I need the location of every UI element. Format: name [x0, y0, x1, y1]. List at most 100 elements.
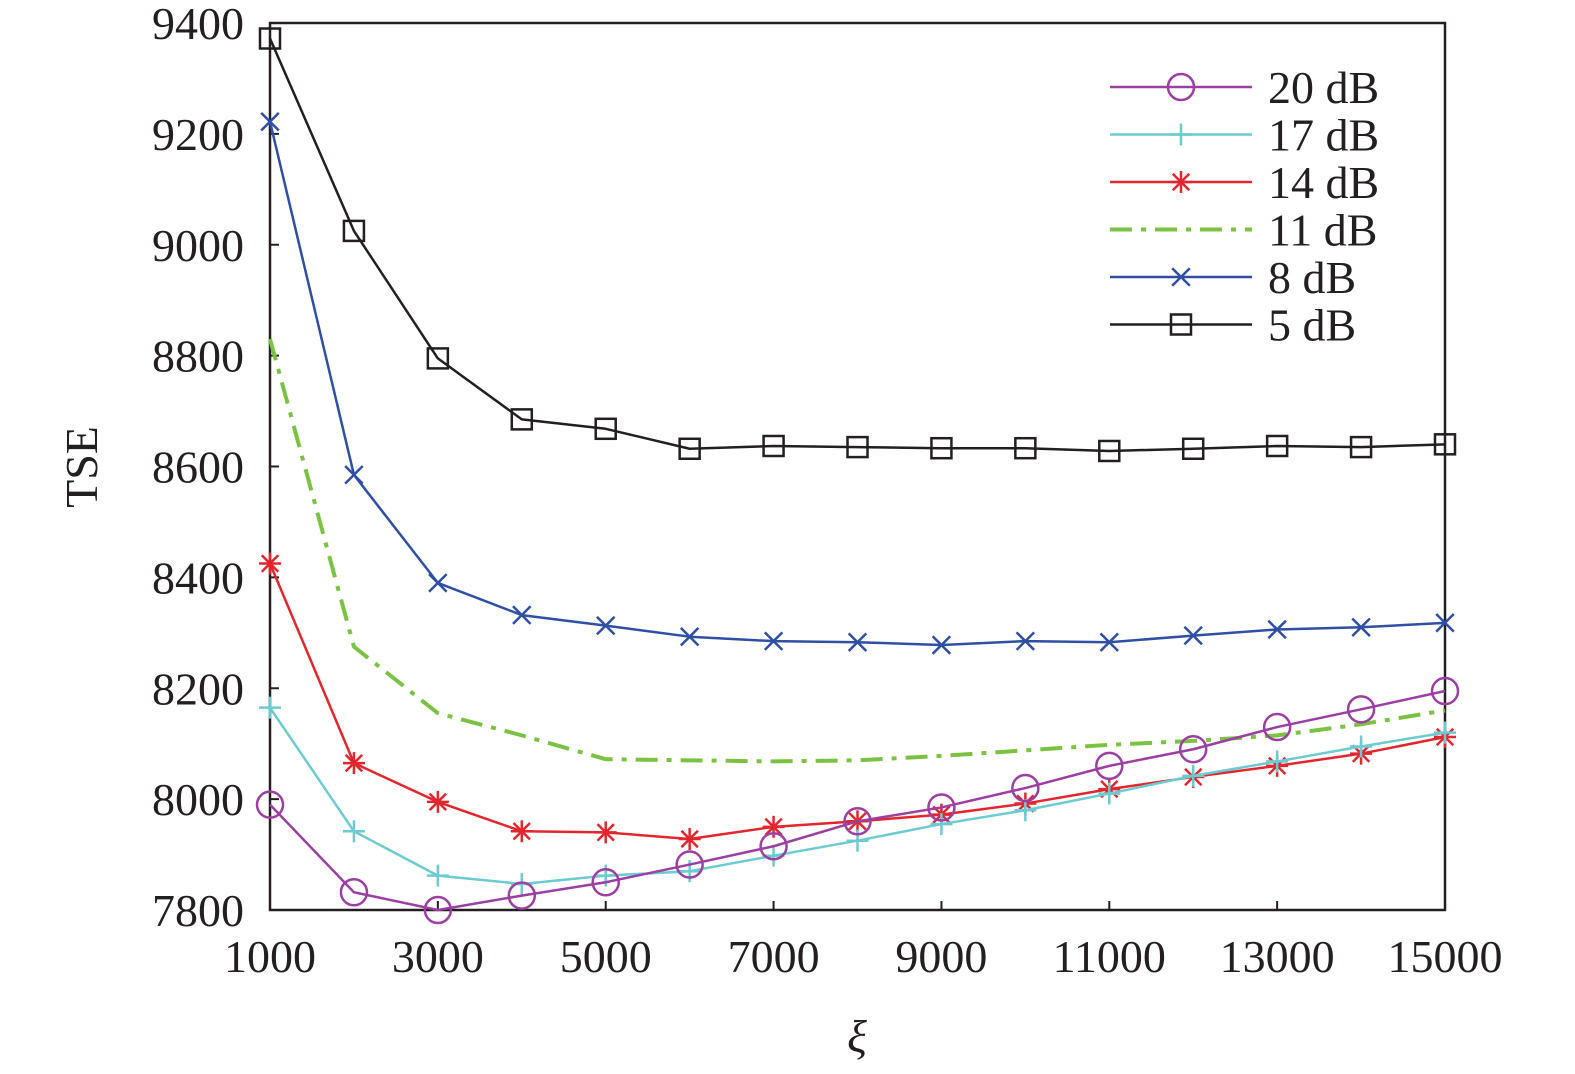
x-marker	[596, 615, 616, 636]
circle-marker	[591, 868, 620, 897]
asterisk-marker	[510, 820, 533, 843]
legend-label: 20 dB	[1268, 62, 1379, 113]
circle-marker	[927, 793, 956, 822]
y-axis-label: TSE	[56, 426, 107, 508]
y-tick-label: 8000	[152, 774, 244, 825]
series-5-db	[258, 27, 1457, 463]
x-marker	[1015, 631, 1036, 651]
legend-label: 8 dB	[1268, 252, 1356, 303]
x-marker	[847, 632, 868, 652]
square-marker	[1265, 434, 1289, 458]
series-line	[268, 563, 1446, 841]
legend-item: 11 dB	[1110, 205, 1377, 256]
series-line	[269, 689, 1446, 912]
x-marker	[344, 465, 364, 485]
square-marker	[594, 417, 617, 441]
square-marker	[1433, 433, 1457, 456]
x-marker	[1267, 619, 1287, 640]
legend-label: 17 dB	[1268, 110, 1379, 161]
circle-marker	[255, 790, 285, 819]
legend-item: 20 dB	[1110, 62, 1379, 113]
plus-marker	[1014, 799, 1037, 822]
x-tick-label: 15000	[1388, 931, 1503, 982]
square-marker	[1349, 435, 1373, 459]
y-tick-label: 8800	[152, 331, 244, 382]
circle-marker	[1011, 773, 1040, 803]
y-tick-label: 8200	[152, 663, 244, 714]
plus-marker	[1266, 750, 1289, 773]
circle-marker	[675, 850, 704, 879]
series-14-db	[259, 552, 1456, 851]
legend-item: 5 dB	[1110, 300, 1356, 351]
y-tick-label: 8400	[152, 552, 244, 603]
asterisk-marker	[259, 552, 281, 575]
y-tick-label: 9200	[152, 109, 244, 160]
y-tick-label: 8600	[152, 442, 244, 493]
legend-label: 5 dB	[1268, 300, 1356, 351]
x-marker	[260, 111, 280, 132]
x-marker	[428, 573, 448, 593]
x-marker	[1171, 267, 1191, 287]
square-marker	[426, 347, 450, 370]
plus-marker	[342, 820, 365, 843]
x-marker	[1435, 613, 1455, 633]
square-marker	[762, 434, 785, 458]
square-marker	[342, 219, 366, 243]
series-11-db	[268, 338, 1446, 764]
square-marker	[930, 436, 953, 460]
asterisk-marker	[426, 790, 449, 813]
x-tick-label: 13000	[1220, 931, 1335, 982]
asterisk-marker	[594, 821, 617, 844]
legend-label: 11 dB	[1268, 205, 1377, 256]
y-tick-label: 7800	[152, 885, 244, 936]
square-marker	[1169, 313, 1193, 336]
x-tick-label: 1000	[224, 931, 316, 982]
circle-marker	[1430, 676, 1460, 706]
x-tick-label: 5000	[560, 931, 652, 982]
legend-item: 8 dB	[1110, 252, 1356, 303]
circle-marker	[507, 881, 537, 910]
plus-marker	[259, 696, 281, 719]
x-marker	[1351, 617, 1371, 637]
square-marker	[1181, 437, 1205, 461]
series-layer	[255, 27, 1460, 925]
asterisk-marker	[678, 828, 701, 851]
square-marker	[258, 27, 282, 50]
square-marker	[1098, 439, 1121, 463]
series-8-db	[260, 111, 1455, 655]
x-tick-label: 11000	[1053, 931, 1166, 982]
x-tick-label: 7000	[728, 931, 820, 982]
asterisk-marker	[1170, 171, 1192, 193]
x-axis-label: ξ	[847, 1011, 867, 1062]
y-tick-label: 9000	[152, 220, 244, 271]
series-20-db	[255, 676, 1460, 925]
circle-marker	[1262, 712, 1292, 742]
plus-marker	[1098, 782, 1121, 805]
circle-marker	[1095, 751, 1124, 781]
plus-marker	[1170, 123, 1192, 146]
circle-marker	[423, 895, 453, 925]
square-marker	[846, 435, 869, 459]
x-marker	[931, 635, 952, 655]
y-tick-label: 9400	[152, 0, 244, 49]
x-tick-label: 9000	[895, 931, 987, 982]
plus-marker	[426, 864, 449, 887]
y-axis: 7800 8000 8200 8400 8600 8800 9000 9200 9400	[152, 0, 279, 936]
plus-marker	[1182, 764, 1205, 787]
plus-marker	[930, 813, 953, 836]
square-marker	[678, 437, 701, 461]
x-tick-label: 3000	[392, 931, 484, 982]
circle-marker	[1346, 695, 1376, 724]
x-marker	[763, 631, 784, 651]
x-axis: 1000 3000 5000 7000 9000 11000 13000 15000	[224, 901, 1503, 982]
circle-marker	[1178, 734, 1208, 764]
legend-item: 14 dB	[1110, 157, 1379, 208]
series-line	[268, 38, 1446, 453]
circle-marker	[759, 831, 788, 861]
circle-marker	[339, 878, 369, 907]
asterisk-marker	[342, 752, 365, 775]
series-line	[268, 338, 1446, 764]
square-marker	[510, 408, 534, 431]
